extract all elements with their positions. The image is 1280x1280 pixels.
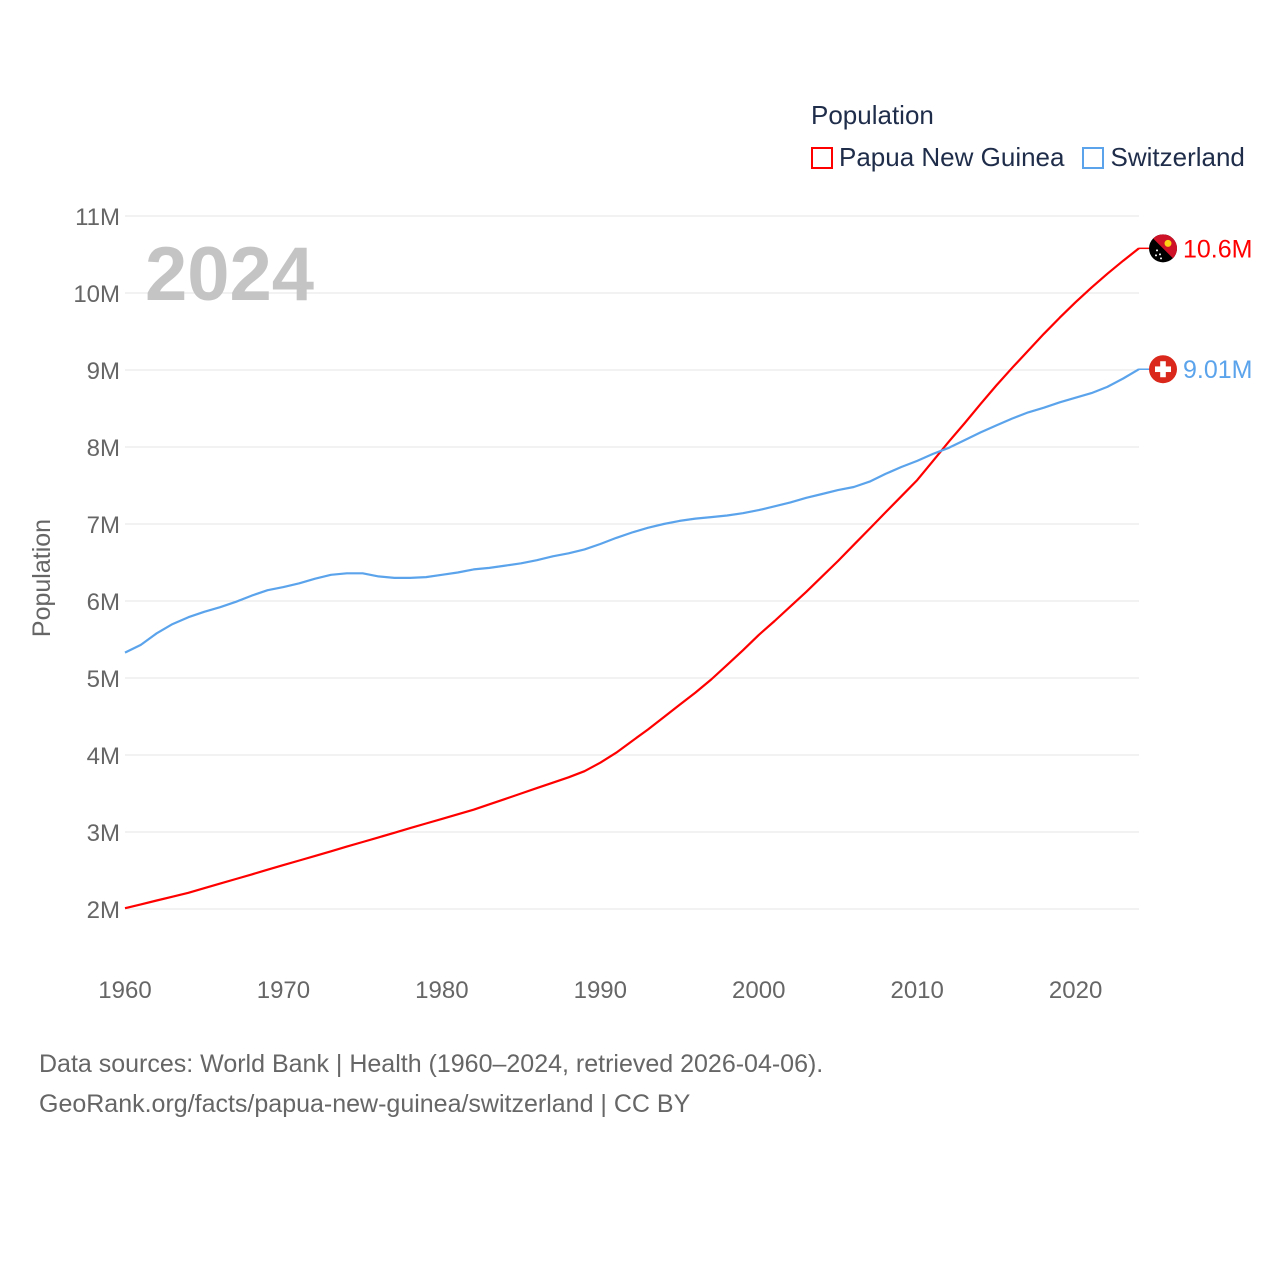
data-sources-text: Data sources: World Bank | Health (1960–…	[39, 1050, 824, 1078]
x-tick-label: 1990	[574, 977, 627, 1004]
y-tick-label: 10M	[73, 281, 120, 308]
grid-lines	[125, 215, 1139, 910]
footer: Data sources: World Bank | Health (1960–…	[39, 1044, 823, 1124]
end-value-label: 9.01M	[1183, 356, 1252, 384]
flag-cross-v	[1160, 361, 1166, 378]
flag-star	[1155, 254, 1157, 257]
x-tick-label: 1980	[415, 977, 468, 1004]
x-tick-label: 2010	[890, 977, 943, 1004]
series-line-switzerland	[124, 368, 1140, 654]
y-tick-label: 7M	[87, 512, 120, 539]
y-axis-ticks: 2M 3M 4M 5M 6M 7M 8M 9M 10M 11M	[73, 204, 120, 924]
legend-title: Population	[811, 100, 934, 130]
year-watermark: 2024	[145, 232, 314, 317]
y-tick-label: 5M	[87, 666, 120, 693]
legend-item-switzerland[interactable]: Switzerland	[1082, 142, 1245, 173]
legend-swatch	[811, 146, 833, 169]
source-link[interactable]: GeoRank.org/facts/papua-new-guinea/switz…	[39, 1090, 691, 1118]
series-lines	[124, 247, 1140, 910]
y-tick-label: 3M	[87, 820, 120, 847]
x-tick-label: 2020	[1049, 977, 1102, 1004]
end-labels: 10.6M 9.01M	[1139, 234, 1252, 384]
y-tick-label: 9M	[87, 358, 120, 385]
x-tick-label: 1970	[257, 977, 310, 1004]
legend-swatch	[1082, 146, 1105, 169]
flag-bird	[1164, 239, 1172, 247]
switzerland-flag-icon	[1149, 355, 1177, 384]
legend-label: Switzerland	[1110, 142, 1245, 172]
y-axis-label: Population	[28, 519, 56, 637]
y-tick-label: 6M	[87, 589, 120, 616]
legend-item-papua-new-guinea[interactable]: Papua New Guinea	[811, 142, 1064, 173]
flag-star	[1159, 253, 1161, 256]
papua-new-guinea-flag-icon	[1149, 234, 1177, 263]
legend: Papua New Guinea Switzerland	[811, 142, 1245, 173]
y-tick-label: 8M	[87, 435, 120, 462]
series-line-papua-new-guinea	[124, 247, 1140, 910]
x-tick-label: 1960	[98, 977, 151, 1004]
x-axis-ticks: 1960 1970 1980 1990 2000 2010 2020	[98, 977, 1102, 1004]
y-tick-label: 11M	[75, 204, 120, 231]
legend-label: Papua New Guinea	[839, 142, 1065, 172]
flag-star	[1156, 249, 1158, 252]
x-tick-label: 2000	[732, 977, 785, 1004]
flag-star	[1160, 257, 1162, 260]
y-tick-label: 2M	[87, 897, 120, 924]
end-value-label: 10.6M	[1183, 235, 1252, 263]
y-tick-label: 4M	[87, 743, 120, 770]
